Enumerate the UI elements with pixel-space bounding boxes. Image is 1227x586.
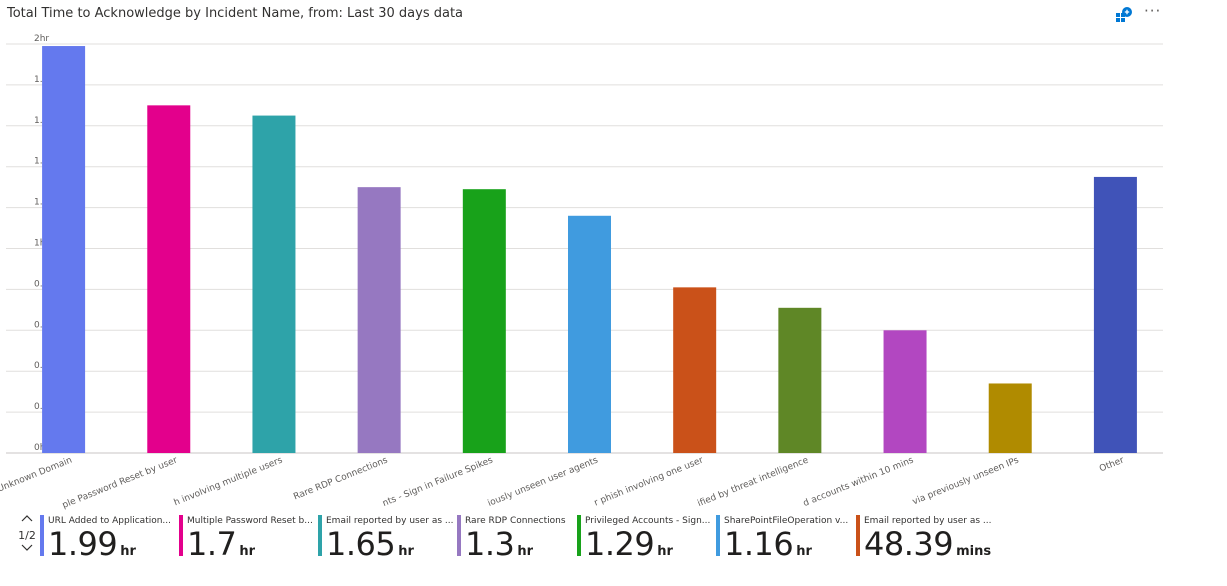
- legend-page-up-button[interactable]: [16, 514, 38, 528]
- y-tick-label: 0hr: [34, 443, 49, 453]
- legend-page-indicator: 1/2: [18, 529, 36, 542]
- x-tick-label: via previously unseen IPs: [911, 455, 1020, 507]
- x-tick-label: nts - Sign in Failure Spikes: [381, 455, 494, 509]
- legend-tile-name: Email reported by user as ...: [864, 516, 992, 526]
- legend-color-bar: [457, 515, 461, 556]
- bar[interactable]: [147, 105, 191, 453]
- bar[interactable]: [568, 215, 611, 453]
- bar[interactable]: [462, 189, 506, 453]
- legend-tile[interactable]: Email reported by user as ... 1.65 hr: [318, 515, 454, 563]
- pin-dashboard-icon: [1116, 7, 1132, 22]
- legend-color-bar: [577, 515, 581, 556]
- x-tick-label: d accounts within 10 mins: [802, 455, 916, 509]
- bar[interactable]: [1093, 176, 1137, 454]
- legend-tile-value: 48.39: [864, 525, 954, 563]
- legend-color-bar: [716, 515, 720, 556]
- legend-tile-name: Rare RDP Connections: [465, 516, 566, 526]
- bar[interactable]: [673, 287, 717, 453]
- legend-tile-value: 1.99: [48, 525, 118, 563]
- more-options-button[interactable]: ···: [1144, 2, 1162, 20]
- chart-title: Total Time to Acknowledge by Incident Na…: [7, 6, 464, 21]
- legend-tile-unit: hr: [796, 544, 812, 559]
- legend-tile-value: 1.7: [187, 525, 237, 563]
- bar[interactable]: [778, 307, 822, 453]
- legend-tile[interactable]: SharePointFileOperation v... 1.16 hr: [716, 515, 849, 563]
- chevron-down-icon: [21, 544, 33, 551]
- legend-tile-value: 1.29: [585, 525, 655, 563]
- legend-tiles: 1/2 URL Added to Application... 1.99 hr M…: [0, 512, 1227, 586]
- x-tick-label: r phish involving one user: [593, 455, 705, 508]
- legend-tile-value: 1.16: [724, 525, 794, 563]
- bar[interactable]: [988, 383, 1032, 453]
- bar[interactable]: [42, 46, 86, 454]
- legend-tile-unit: hr: [239, 544, 256, 559]
- legend-tile-value: 1.3: [465, 525, 515, 563]
- bar-chart: 0hr0.2hr0.4hr0.6hr0.8hr1hr1.2hr1.4hr1.6h…: [0, 34, 1163, 511]
- legend-color-bar: [856, 515, 860, 556]
- x-tick-label: Other: [1098, 455, 1126, 474]
- legend-tile-unit: mins: [956, 544, 992, 559]
- x-tick-label: iously unseen user agents: [486, 455, 599, 509]
- pin-to-dashboard-button[interactable]: [1115, 6, 1133, 24]
- legend-tile[interactable]: Rare RDP Connections 1.3 hr: [457, 515, 566, 563]
- bar[interactable]: [357, 187, 401, 453]
- legend-tile-name: Privileged Accounts - Sign...: [585, 516, 711, 526]
- legend-tile[interactable]: Multiple Password Reset b... 1.7 hr: [179, 515, 313, 563]
- legend-tile-unit: hr: [517, 544, 534, 559]
- legend-tile-value: 1.65: [326, 525, 396, 563]
- legend-tile-name: URL Added to Application...: [48, 516, 172, 526]
- legend-tile[interactable]: Email reported by user as ... 48.39 mins: [856, 515, 992, 563]
- bar[interactable]: [883, 330, 927, 453]
- chevron-up-icon: [21, 515, 33, 522]
- legend-pager: 1/2: [16, 514, 38, 558]
- bar[interactable]: [252, 115, 296, 453]
- x-tick-label: ple Password Reset by user: [61, 455, 179, 510]
- x-tick-label: ified by threat intelligence: [696, 455, 810, 509]
- legend-tile-unit: hr: [398, 544, 414, 559]
- legend-tile-unit: hr: [120, 544, 136, 559]
- legend-color-bar: [40, 515, 44, 556]
- legend-tile[interactable]: Privileged Accounts - Sign... 1.29 hr: [577, 515, 711, 563]
- legend-tile-name: Email reported by user as ...: [326, 516, 454, 526]
- x-tick-label: n from Unknown Domain: [0, 456, 74, 507]
- legend-tile-unit: hr: [657, 544, 673, 559]
- legend-tile[interactable]: URL Added to Application... 1.99 hr: [40, 515, 172, 563]
- y-tick-label: 1hr: [34, 239, 49, 249]
- legend-tile-name: Multiple Password Reset b...: [187, 516, 313, 526]
- x-tick-label: h involving multiple users: [173, 455, 285, 508]
- x-tick-label: Rare RDP Connections: [292, 455, 389, 502]
- legend-page-down-button[interactable]: [16, 544, 38, 558]
- legend-tile-name: SharePointFileOperation v...: [724, 516, 849, 526]
- legend-color-bar: [318, 515, 322, 556]
- legend-color-bar: [179, 515, 183, 556]
- y-tick-label: 2hr: [34, 34, 49, 44]
